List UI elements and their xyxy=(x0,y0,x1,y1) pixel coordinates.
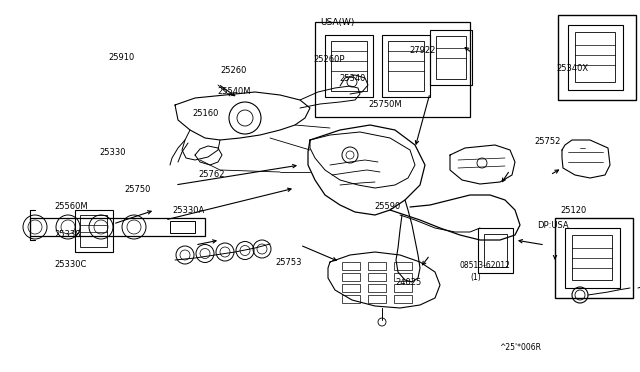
Text: 08513-62012: 08513-62012 xyxy=(460,262,510,270)
Bar xyxy=(170,221,195,233)
Bar xyxy=(436,36,466,79)
Bar xyxy=(565,228,620,288)
Bar xyxy=(575,32,615,82)
Text: 25330A: 25330A xyxy=(173,206,205,215)
Bar xyxy=(394,284,412,292)
Bar xyxy=(342,295,360,303)
Text: 25540M: 25540M xyxy=(218,87,251,96)
Text: 25120: 25120 xyxy=(560,206,586,215)
Bar xyxy=(394,262,412,270)
Text: 25160: 25160 xyxy=(192,109,218,118)
Bar xyxy=(572,235,612,280)
Text: 24025: 24025 xyxy=(396,278,422,287)
Text: 25762: 25762 xyxy=(198,170,225,179)
Text: 25750: 25750 xyxy=(125,185,151,194)
Bar xyxy=(478,228,513,273)
Bar xyxy=(394,295,412,303)
Bar xyxy=(368,262,386,270)
Text: 25750M: 25750M xyxy=(368,100,402,109)
Bar xyxy=(342,262,360,270)
Bar xyxy=(388,41,424,91)
Text: DP:USA: DP:USA xyxy=(538,221,569,230)
Bar xyxy=(382,35,430,97)
Bar xyxy=(368,273,386,281)
Text: 27922: 27922 xyxy=(410,46,436,55)
Text: 25753: 25753 xyxy=(275,258,301,267)
Bar xyxy=(30,218,205,236)
Bar xyxy=(555,218,633,298)
Text: 25590: 25590 xyxy=(374,202,401,211)
Bar xyxy=(315,22,470,117)
Text: (1): (1) xyxy=(470,273,481,282)
Bar xyxy=(368,284,386,292)
Text: 25752: 25752 xyxy=(534,137,561,146)
Bar xyxy=(368,295,386,303)
Bar xyxy=(430,30,472,85)
Text: 25338: 25338 xyxy=(54,230,81,239)
Bar xyxy=(342,284,360,292)
Bar xyxy=(568,25,623,90)
Bar xyxy=(484,234,507,267)
Text: 25260P: 25260P xyxy=(314,55,345,64)
Text: 25260: 25260 xyxy=(221,66,247,75)
Text: USA(W): USA(W) xyxy=(320,18,355,27)
Text: ^25'*006R: ^25'*006R xyxy=(499,343,541,352)
Bar xyxy=(75,210,113,252)
Text: 25330C: 25330C xyxy=(54,260,87,269)
Text: 25340X: 25340X xyxy=(557,64,589,73)
Bar xyxy=(325,35,373,97)
Text: 25910: 25910 xyxy=(109,53,135,62)
Text: 25330: 25330 xyxy=(99,148,125,157)
Text: 25560M: 25560M xyxy=(54,202,88,211)
Bar xyxy=(80,215,107,247)
Bar xyxy=(558,15,636,100)
Bar xyxy=(394,273,412,281)
Bar xyxy=(342,273,360,281)
Bar xyxy=(331,41,367,91)
Text: 25340: 25340 xyxy=(339,74,365,83)
